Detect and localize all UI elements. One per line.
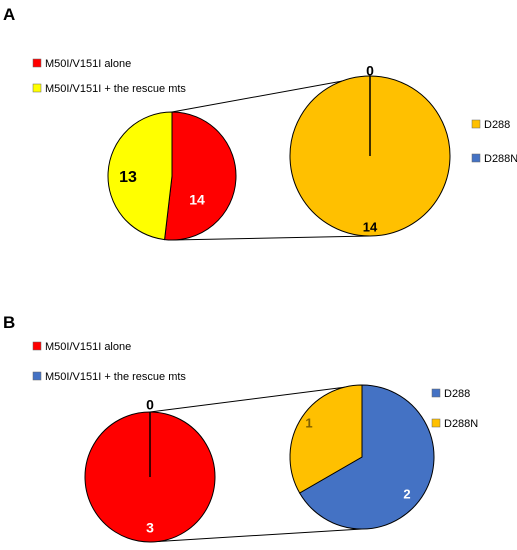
legend-label: D288: [484, 119, 510, 131]
panel-letter: A: [3, 5, 15, 24]
slice-value-label: 0: [146, 397, 154, 413]
slice-value-label: 0: [366, 63, 374, 79]
legend-swatch: [431, 388, 441, 398]
legend-swatch: [471, 153, 481, 163]
legend-label: M50I/V151I alone: [45, 341, 131, 353]
legend-swatch: [32, 341, 42, 351]
slice-value-label: 13: [119, 169, 137, 186]
legend-swatch: [471, 119, 481, 129]
slice-value-label: 3: [146, 520, 154, 536]
legend-swatch: [32, 83, 42, 93]
connector-line: [171, 235, 371, 241]
legend-label: D288N: [444, 418, 478, 430]
pie-slice-d288: [298, 384, 435, 530]
legend-label: M50I/V151I + the rescue mts: [45, 83, 186, 95]
connector-line: [149, 528, 363, 543]
legend-label: D288: [444, 388, 470, 400]
legend-swatch: [431, 418, 441, 428]
legend-label: M50I/V151I + the rescue mts: [45, 371, 186, 383]
panel-letter: B: [3, 313, 15, 332]
pie-slice-m50i-v151i-alone: [164, 111, 237, 241]
connector-line: [171, 75, 371, 113]
legend-swatch: [32, 371, 42, 381]
panel-b: B 3 0 2 1 M50I/V151I alone M50I/V151I + the re…: [3, 313, 478, 543]
slice-value-label: 2: [403, 486, 410, 501]
slice-value-label: 14: [189, 192, 205, 208]
panel-a: A 14 13 14 0 M50I/V151I alone M50I/V151I + the…: [3, 5, 517, 241]
legend-label: D288N: [484, 153, 517, 165]
connector-line: [149, 384, 363, 413]
legend-label: M50I/V151I alone: [45, 58, 131, 70]
pie-slice-m50i-v151i-the-rescue-mts: [107, 111, 173, 241]
slice-value-label: 1: [305, 415, 312, 430]
legend-swatch: [32, 58, 42, 68]
pie-slice-d288n: [289, 384, 363, 494]
slice-value-label: 14: [363, 219, 378, 234]
